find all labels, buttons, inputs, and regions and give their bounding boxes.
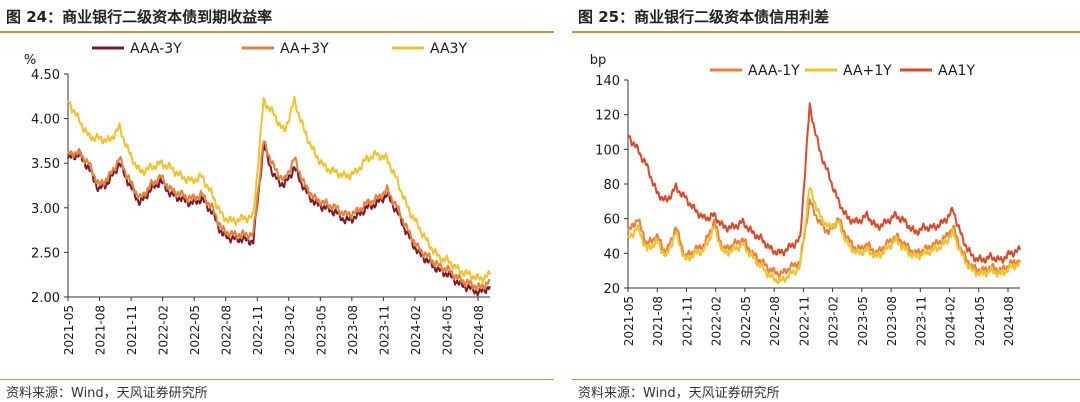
legend-label: AA+1Y [843,63,892,79]
right-source-rule [572,379,1080,380]
y-tick-label: 2.00 [31,291,60,306]
y-tick-label: 80 [603,178,620,193]
series-line-aaa-3y [67,142,491,297]
x-tick-label: 2022-11 [797,296,811,346]
x-tick-label: 2023-08 [346,305,360,355]
y-tick-label: 3.50 [31,157,60,172]
left-source-note: 资料来源：Wind，天风证券研究所 [6,386,208,401]
x-tick-label: 2022-05 [739,296,753,346]
left-title-rule [0,31,554,33]
legend-label: AA1Y [938,63,975,79]
series-line-aa-1y [627,187,1021,285]
x-tick-label: 2021-08 [651,296,665,346]
right-title-rule [572,31,1080,33]
right-source-note: 资料来源：Wind，天风证券研究所 [578,386,780,401]
legend-label: AAA-1Y [748,63,800,79]
x-tick-label: 2021-05 [622,296,636,346]
x-tick-label: 2024-02 [944,296,958,346]
x-tick-label: 2024-02 [409,305,423,355]
x-tick-label: 2024-08 [472,305,486,355]
x-tick-label: 2024-05 [440,305,454,355]
x-tick-label: 2022-08 [768,296,782,346]
x-tick-label: 2023-08 [885,296,899,346]
y-tick-label: 60 [603,213,620,228]
x-tick-label: 2022-11 [251,305,265,355]
y-axis-unit-label: % [24,53,36,68]
y-tick-label: 2.50 [31,246,60,261]
legend-label: AA3Y [430,41,467,57]
y-tick-label: 3.00 [31,202,60,217]
series-line-aaa-1y [627,198,1021,279]
series-line-aa1y [627,102,1021,264]
x-tick-label: 2023-02 [827,296,841,346]
x-tick-label: 2023-11 [377,305,391,355]
legend-label: AA+3Y [280,41,329,57]
left-chart-panel: 图 24：商业银行二级资本债到期收益率 % 4.50 4.00 3.50 3.00 2.5… [0,8,554,401]
series-line-aa-3y [67,140,491,291]
y-tick-label: 100 [595,143,620,158]
left-chart-title: 图 24：商业银行二级资本债到期收益率 [6,8,273,26]
x-tick-label: 2023-02 [283,305,297,355]
x-tick-label: 2023-05 [314,305,328,355]
y-tick-label: 120 [595,109,620,124]
x-tick-label: 2024-08 [1002,296,1016,346]
x-tick-label: 2023-11 [914,296,928,346]
legend-label: AAA-3Y [130,41,182,57]
y-tick-label: 20 [603,282,620,297]
x-tick-label: 2023-05 [856,296,870,346]
right-chart-title: 图 25：商业银行二级资本债信用利差 [578,8,830,26]
x-tick-label: 2021-05 [62,305,76,355]
right-chart-panel: 图 25：商业银行二级资本债信用利差 bp 140 120 100 80 60 40 20 20… [572,0,1080,402]
y-tick-label: 140 [595,74,620,89]
series-line-aa3y [67,95,491,284]
x-tick-label: 2022-02 [157,305,171,355]
left-source-rule [0,379,554,380]
y-tick-label: 40 [603,247,620,262]
x-tick-label: 2021-11 [125,305,139,355]
x-tick-label: 2021-11 [680,296,694,346]
x-tick-label: 2022-08 [220,305,234,355]
y-tick-label: 4.50 [31,68,60,83]
y-tick-label: 4.00 [31,113,60,128]
x-tick-label: 2022-02 [710,296,724,346]
y-axis-unit-label: bp [590,53,607,68]
x-tick-label: 2024-05 [973,296,987,346]
x-tick-label: 2022-05 [188,305,202,355]
x-tick-label: 2021-08 [94,305,108,355]
